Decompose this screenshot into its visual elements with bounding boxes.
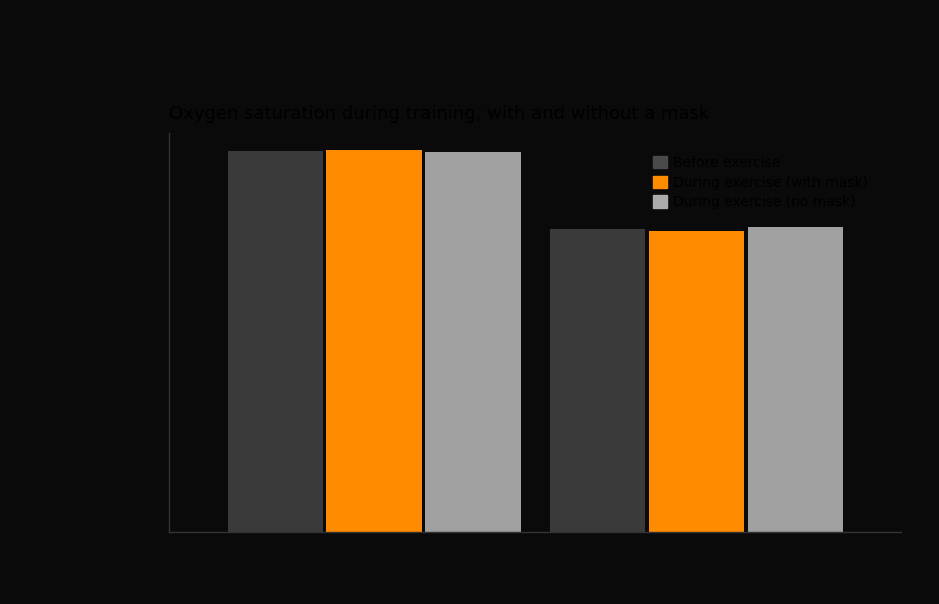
Bar bbox=[649, 231, 744, 532]
Bar bbox=[747, 226, 843, 532]
Bar bbox=[327, 150, 422, 532]
Bar bbox=[425, 152, 520, 532]
Bar bbox=[227, 151, 323, 532]
Text: Oxygen saturation during training, with and without a mask: Oxygen saturation during training, with … bbox=[169, 105, 709, 123]
Bar bbox=[550, 228, 645, 532]
Legend: Before exercise, During exercise (with mask), During exercise (no mask): Before exercise, During exercise (with m… bbox=[649, 152, 872, 213]
